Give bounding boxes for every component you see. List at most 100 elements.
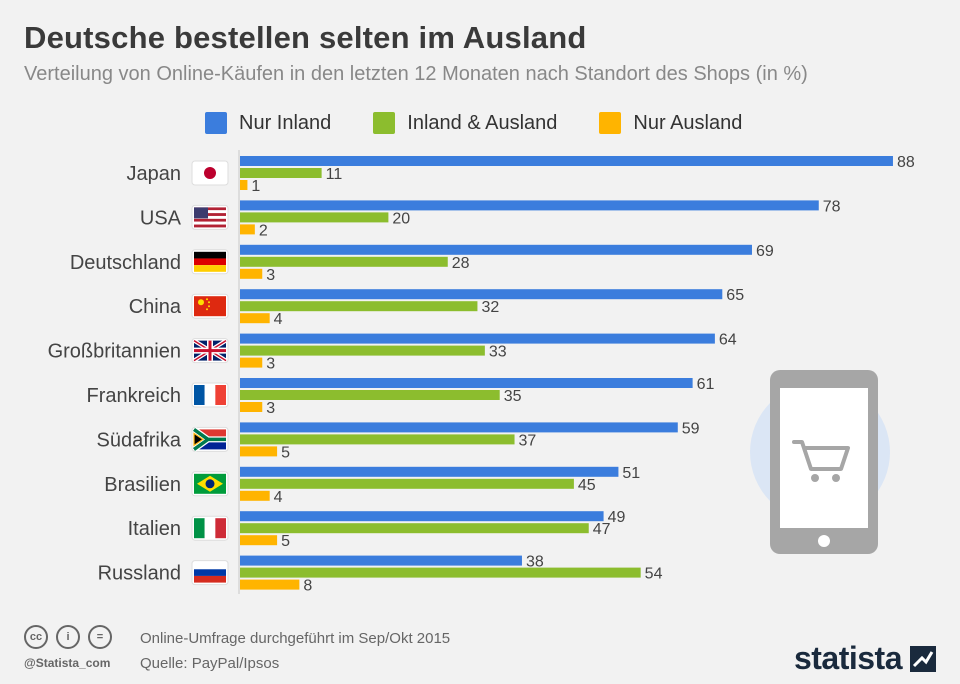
bar-brasilien-nur-inland: [240, 466, 619, 477]
data-label-frankreich-nur-ausland: 3: [266, 400, 275, 417]
data-label-grossbritannien-inland-ausland: 33: [489, 344, 507, 361]
data-label-grossbritannien-nur-inland: 64: [719, 332, 737, 349]
data-label-brasilien-nur-ausland: 4: [274, 489, 283, 506]
russia-flag-icon: [191, 560, 229, 586]
category-label-italien: Italien: [128, 518, 181, 540]
data-label-usa-nur-inland: 78: [823, 198, 841, 215]
bar-italien-nur-ausland: [240, 535, 278, 546]
legend-label-inland-ausland: Inland & Ausland: [407, 111, 558, 134]
germany-flag-icon: [191, 249, 229, 275]
bar-frankreich-inland-ausland: [240, 390, 500, 400]
data-label-suedafrika-nur-ausland: 5: [281, 444, 290, 461]
data-label-italien-nur-ausland: 5: [281, 533, 290, 550]
legend-item-inland-ausland: Inland & Ausland: [373, 112, 557, 135]
data-label-suedafrika-nur-inland: 59: [682, 420, 700, 437]
category-label-grossbritannien: Großbritannien: [48, 341, 181, 363]
survey-note: Online-Umfrage durchgeführt im Sep/Okt 2…: [140, 630, 451, 647]
statista-handle: @Statista_com: [24, 656, 111, 670]
data-label-deutschland-inland-ausland: 28: [452, 255, 470, 272]
statista-logo-icon: [910, 645, 936, 672]
legend-label-nur-inland: Nur Inland: [239, 111, 332, 134]
category-label-usa: USA: [140, 207, 182, 229]
attribution-icon: i: [56, 625, 80, 649]
legend-item-nur-inland: Nur Inland: [205, 112, 331, 135]
bar-grossbritannien-nur-ausland: [240, 357, 263, 368]
category-label-japan: Japan: [127, 163, 182, 185]
smartphone-shopping-cart-icon: [750, 370, 890, 554]
statista-logo[interactable]: statista: [794, 640, 936, 677]
uk-flag-icon: [191, 338, 229, 364]
bar-japan-nur-ausland: [240, 180, 248, 190]
bar-japan-nur-inland: [240, 156, 893, 166]
france-flag-icon: [191, 382, 229, 408]
data-label-japan-inland-ausland: 11: [326, 166, 343, 183]
bar-suedafrika-nur-inland: [240, 422, 678, 433]
japan-flag-icon: [191, 160, 229, 186]
data-label-frankreich-inland-ausland: 35: [504, 388, 522, 405]
china-flag-icon: [191, 293, 229, 319]
data-label-russland-nur-inland: 38: [526, 554, 544, 571]
data-label-russland-inland-ausland: 54: [645, 566, 663, 583]
no-derivatives-icon: =: [88, 625, 112, 649]
category-label-china: China: [129, 296, 182, 318]
bar-brasilien-nur-ausland: [240, 490, 270, 501]
bar-usa-inland-ausland: [240, 212, 389, 223]
data-label-china-nur-ausland: 4: [274, 311, 283, 328]
source-note: Quelle: PayPal/Ipsos: [140, 655, 280, 672]
bar-suedafrika-nur-ausland: [240, 446, 278, 457]
category-label-brasilien: Brasilien: [104, 474, 181, 496]
bar-deutschland-inland-ausland: [240, 256, 448, 267]
data-label-china-nur-inland: 65: [726, 287, 744, 304]
bar-china-nur-inland: [240, 289, 723, 300]
data-label-brasilien-nur-inland: 51: [622, 465, 640, 482]
legend-swatch-nur-ausland: [599, 112, 622, 134]
bar-frankreich-nur-ausland: [240, 402, 263, 412]
bar-frankreich-nur-inland: [240, 378, 693, 388]
legend: Nur Inland Inland & Ausland Nur Ausland: [205, 110, 784, 136]
data-label-grossbritannien-nur-ausland: 3: [266, 356, 275, 373]
data-label-russland-nur-ausland: 8: [303, 578, 312, 595]
creative-commons-icon: cc: [24, 625, 48, 649]
usa-flag-icon: [191, 204, 229, 230]
chart-title: Deutsche bestellen selten im Ausland: [24, 20, 587, 55]
chart-subtitle: Verteilung von Online-Käufen in den letz…: [24, 63, 808, 85]
bar-grossbritannien-nur-inland: [240, 333, 715, 344]
data-label-italien-nur-inland: 49: [608, 509, 626, 526]
category-label-russland: Russland: [98, 563, 181, 585]
bar-italien-inland-ausland: [240, 523, 589, 534]
italy-flag-icon: [191, 515, 229, 541]
data-label-deutschland-nur-ausland: 3: [266, 267, 275, 284]
data-label-italien-inland-ausland: 47: [593, 521, 611, 538]
brand-name: statista: [793, 640, 903, 676]
data-label-usa-inland-ausland: 20: [392, 210, 410, 227]
category-label-deutschland: Deutschland: [70, 252, 181, 274]
legend-swatch-nur-inland: [205, 112, 227, 134]
bar-grossbritannien-inland-ausland: [240, 345, 485, 356]
category-label-frankreich: Frankreich: [87, 385, 181, 407]
bar-russland-inland-ausland: [240, 567, 641, 578]
data-label-japan-nur-inland: 88: [897, 154, 915, 171]
bar-italien-nur-inland: [240, 511, 604, 522]
brazil-flag-icon: [191, 471, 229, 497]
bar-japan-inland-ausland: [240, 168, 322, 178]
data-label-brasilien-inland-ausland: 45: [578, 477, 596, 494]
data-label-china-inland-ausland: 32: [481, 299, 499, 316]
footer-notes: Online-Umfrage durchgeführt im Sep/Okt 2…: [140, 626, 450, 676]
category-label-suedafrika: Südafrika: [97, 429, 182, 451]
legend-swatch-inland-ausland: [373, 112, 396, 134]
bar-deutschland-nur-ausland: [240, 268, 263, 279]
bar-china-inland-ausland: [240, 301, 478, 312]
bar-suedafrika-inland-ausland: [240, 434, 515, 445]
bar-russland-nur-ausland: [240, 579, 300, 590]
data-label-japan-nur-ausland: 1: [251, 178, 260, 195]
legend-item-nur-ausland: Nur Ausland: [599, 112, 742, 135]
data-label-suedafrika-inland-ausland: 37: [519, 432, 537, 449]
data-label-frankreich-nur-inland: 61: [697, 376, 715, 393]
bar-deutschland-nur-inland: [240, 244, 752, 255]
data-label-usa-nur-ausland: 2: [259, 222, 268, 239]
data-label-deutschland-nur-inland: 69: [756, 243, 774, 260]
bar-usa-nur-inland: [240, 200, 819, 211]
south-africa-flag-icon: [191, 426, 229, 452]
bar-usa-nur-ausland: [240, 224, 255, 235]
